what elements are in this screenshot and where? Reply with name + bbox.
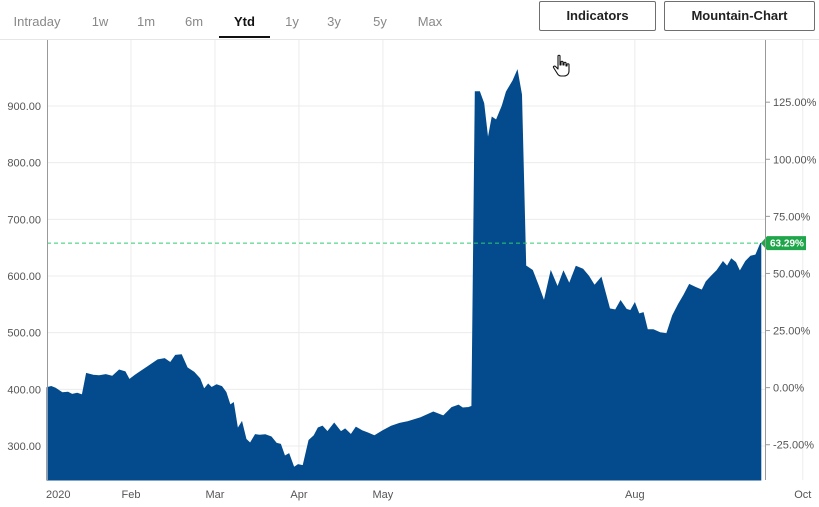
price-chart[interactable]: 63.29% 300.00 400.00 500.00 600.00 700.00 800… [0,40,819,507]
x-tick-label: May [373,489,394,501]
x-tick-label: 2020 [46,489,70,501]
y-right-tick-label: 0.00% [773,383,804,395]
tab-1y[interactable]: 1y [285,14,299,29]
y-left-tick-label: 400.00 [7,384,41,396]
x-tick-label: Oct [794,489,811,501]
grid [47,40,804,480]
tab-max[interactable]: Max [417,14,443,29]
x-tick-label: Aug [625,489,645,501]
range-toolbar: Intraday 1w 1m 6m Ytd 1y 3y 5y Max Indic… [0,0,819,40]
y-left-tick-label: 500.00 [7,328,41,340]
chart-type-button[interactable]: Mountain-Chart [664,1,815,31]
y-right-tick-label: -25.00% [773,440,814,452]
series-area [46,69,762,481]
x-tick-label: Apr [290,489,307,501]
current-change-badge [761,236,806,251]
y-right-tick-label: 50.00% [773,268,811,280]
y-right-tick-label: 25.00% [773,326,811,338]
tab-intraday[interactable]: Intraday [13,14,61,29]
current-value-reference: 63.29% [47,236,806,251]
tab-6m[interactable]: 6m [184,14,204,29]
x-tick-label: Mar [205,489,224,501]
tab-3y[interactable]: 3y [327,14,341,29]
x-tick-label: Feb [121,489,140,501]
price-area-series [46,69,762,481]
current-change-label: 63.29% [770,239,804,250]
tab-1m[interactable]: 1m [136,14,156,29]
tab-1w[interactable]: 1w [91,14,109,29]
tab-ytd[interactable]: Ytd [219,6,270,38]
axes: 300.00 400.00 500.00 600.00 700.00 800.00 900.… [7,40,817,501]
y-right-tick-label: 125.00% [773,97,817,109]
hand-pointer-icon [552,54,570,77]
tab-5y[interactable]: 5y [373,14,387,29]
y-left-tick-label: 800.00 [7,158,41,170]
y-right-tick-label: 75.00% [773,211,811,223]
y-left-tick-label: 700.00 [7,214,41,226]
y-right-tick-label: 100.00% [773,154,817,166]
indicators-button[interactable]: Indicators [539,1,656,31]
y-left-tick-label: 600.00 [7,271,41,283]
y-left-tick-label: 300.00 [7,441,41,453]
y-left-tick-label: 900.00 [7,101,41,113]
